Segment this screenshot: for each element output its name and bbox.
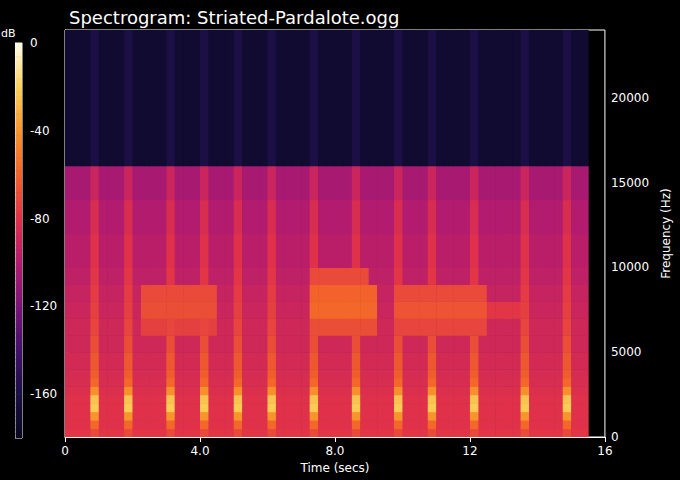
svg-text:8.0: 8.0 [325, 444, 344, 458]
svg-text:0: 0 [30, 36, 38, 50]
svg-text:0: 0 [611, 430, 619, 444]
svg-text:-80: -80 [30, 212, 50, 226]
svg-text:4.0: 4.0 [190, 444, 209, 458]
svg-text:Spectrogram: Striated-Pardalot: Spectrogram: Striated-Pardalote.ogg [69, 7, 399, 28]
svg-text:-120: -120 [30, 299, 57, 313]
svg-text:Time (secs): Time (secs) [299, 461, 369, 475]
svg-text:dB: dB [1, 27, 16, 40]
svg-text:12: 12 [462, 444, 477, 458]
svg-text:-160: -160 [30, 387, 57, 401]
svg-text:10000: 10000 [611, 260, 649, 274]
svg-text:0: 0 [61, 444, 69, 458]
svg-text:-40: -40 [30, 124, 50, 138]
svg-text:16: 16 [597, 444, 612, 458]
svg-text:5000: 5000 [611, 345, 642, 359]
svg-text:15000: 15000 [611, 176, 649, 190]
svg-text:20000: 20000 [611, 91, 649, 105]
svg-text:Frequency (Hz): Frequency (Hz) [659, 188, 673, 279]
